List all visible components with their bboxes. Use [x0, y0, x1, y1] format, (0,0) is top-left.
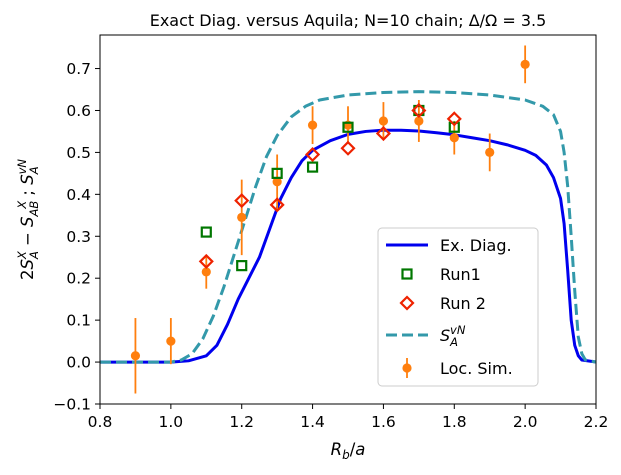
loc-sim-point — [307, 120, 318, 130]
legend-swatch-run2 — [399, 295, 415, 311]
run2-point — [340, 140, 356, 156]
loc-sim-point — [166, 336, 176, 346]
loc-sim-point — [130, 351, 141, 361]
y-axis-label-group: 2SAX − SABX ; SAvN — [15, 159, 41, 280]
run2-point — [198, 253, 214, 269]
legend-box — [377, 227, 539, 387]
legend-label: SAvN — [440, 323, 466, 349]
x-tick-label: 1.6 — [371, 413, 396, 431]
x-tick-label: 2.2 — [584, 413, 609, 431]
y-tick-label: 0.3 — [66, 228, 91, 246]
legend-swatch-run1 — [401, 268, 413, 280]
y-tick-label: 0.5 — [66, 144, 91, 162]
run1-point — [200, 226, 212, 238]
x-tick-label: 1.0 — [159, 413, 184, 431]
y-tick-label: 0.7 — [66, 60, 91, 78]
legend-swatch-loc-sim-dot — [402, 363, 412, 373]
loc-sim-point — [272, 177, 282, 187]
x-tick-label: 2.0 — [513, 413, 538, 431]
legend-label: Run1 — [440, 265, 481, 284]
loc-sim-point — [237, 212, 247, 223]
x-tick-label: 1.8 — [442, 413, 467, 431]
run1-point — [342, 121, 354, 133]
run1-point — [236, 260, 248, 272]
run2-point — [305, 146, 321, 163]
run2-point — [269, 197, 285, 213]
y-tick-label: 0.2 — [66, 270, 91, 288]
legend-label: Loc. Sim. — [440, 359, 513, 378]
x-tick-label: 1.2 — [229, 413, 254, 431]
x-tick-label: 1.4 — [300, 413, 325, 431]
y-tick-label: 0.6 — [66, 102, 91, 120]
legend-label: Ex. Diag. — [440, 236, 512, 255]
y-tick-label: −0.1 — [53, 396, 91, 414]
run2-point — [446, 111, 462, 127]
chart-title: Exact Diag. versus Aquila; N=10 chain; Δ… — [150, 11, 547, 30]
loc-sim-point — [414, 116, 424, 126]
run2-point — [375, 125, 391, 142]
run1-point — [271, 167, 283, 179]
y-tick-label: 0.0 — [66, 354, 91, 372]
x-tick-label: 0.8 — [88, 413, 113, 431]
run2-point — [234, 193, 250, 209]
run1-point — [306, 161, 319, 173]
loc-sim-point — [485, 147, 495, 158]
legend-label: Run 2 — [440, 294, 486, 313]
run2-point — [411, 102, 427, 119]
loc-sim-point — [520, 59, 530, 69]
x-axis-label: Rb/a — [331, 440, 366, 462]
y-tick-label: 0.4 — [66, 186, 91, 204]
loc-sim-point — [201, 267, 211, 277]
run1-point — [448, 121, 460, 133]
ex-diag-curve — [100, 128, 596, 364]
plot-frame — [99, 34, 597, 405]
loc-sim-point — [449, 133, 459, 143]
y-tick-label: 0.1 — [66, 312, 91, 330]
svn-entropy-curve — [100, 90, 596, 364]
y-axis-label: 2SAX − SABX ; SAvN — [15, 159, 41, 280]
loc-sim-point — [378, 116, 389, 126]
